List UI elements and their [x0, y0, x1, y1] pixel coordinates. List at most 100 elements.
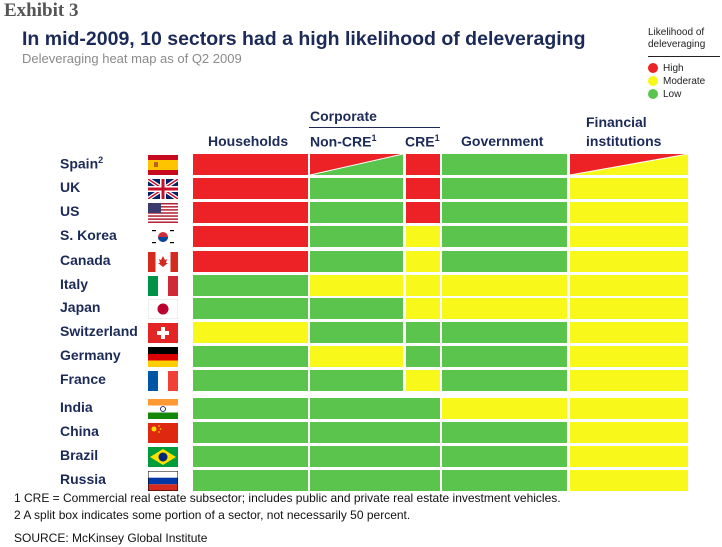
cell-france-cre: [406, 370, 440, 391]
column-header-government: Government: [461, 133, 544, 149]
cell-us-government: [442, 202, 567, 223]
cell-canada-households: [193, 251, 308, 272]
country-name: Switzerland: [60, 323, 138, 339]
cell-china-financial-institutions: [570, 422, 688, 443]
cell-switzerland-non-cre: [310, 322, 403, 343]
india-flag-icon: [148, 399, 178, 419]
cell-france-non-cre: [310, 370, 403, 391]
footnote-marker: 2: [98, 155, 104, 165]
country-name: China: [60, 423, 99, 439]
country-name: India: [60, 399, 93, 415]
cell-canada-non-cre: [310, 251, 403, 272]
column-header-financial-line1: Financial: [586, 114, 647, 130]
source-note: SOURCE: McKinsey Global Institute: [14, 531, 208, 545]
cell-russia-corporate: [310, 470, 440, 491]
cell-brazil-households: [193, 446, 308, 467]
cell-italy-financial-institutions: [570, 275, 688, 296]
non-cre-label: Non-CRE: [310, 133, 372, 150]
cell-switzerland-cre: [406, 322, 440, 343]
cell-spain-households: [193, 154, 308, 175]
cell-germany-non-cre: [310, 346, 403, 367]
country-name: Spain: [60, 155, 99, 172]
cell-india-households: [193, 398, 308, 419]
legend-item-low: Low: [648, 88, 720, 100]
cell-brazil-financial-institutions: [570, 446, 688, 467]
legend-dot-high: [648, 63, 658, 73]
row-label-spain: Spain2: [60, 155, 103, 172]
cell-italy-households: [193, 275, 308, 296]
country-name: Canada: [60, 252, 111, 268]
france-flag-icon: [148, 371, 178, 391]
cell-italy-non-cre: [310, 275, 403, 296]
cell-russia-government: [442, 470, 567, 491]
cell-japan-households: [193, 298, 308, 319]
cell-germany-financial-institutions: [570, 346, 688, 367]
cell-germany-cre: [406, 346, 440, 367]
cell-s-korea-non-cre: [310, 226, 403, 247]
legend-item-high: High: [648, 62, 720, 74]
cell-china-corporate: [310, 422, 440, 443]
cell-japan-cre: [406, 298, 440, 319]
cell-japan-government: [442, 298, 567, 319]
cell-s-korea-households: [193, 226, 308, 247]
cell-india-government: [442, 398, 567, 419]
row-label-italy: Italy: [60, 276, 88, 292]
cell-uk-financial-institutions: [570, 178, 688, 199]
cell-china-households: [193, 422, 308, 443]
row-label-germany: Germany: [60, 347, 121, 363]
row-label-switzerland: Switzerland: [60, 323, 138, 339]
legend-dot-low: [648, 89, 658, 99]
legend-item-moderate: Moderate: [648, 75, 720, 87]
cell-switzerland-households: [193, 322, 308, 343]
cell-germany-government: [442, 346, 567, 367]
corporate-divider: [309, 127, 440, 128]
row-label-china: China: [60, 423, 99, 439]
legend-label-high: High: [663, 62, 684, 74]
cell-france-financial-institutions: [570, 370, 688, 391]
germany-flag-icon: [148, 347, 178, 367]
row-label-japan: Japan: [60, 299, 100, 315]
footnote-1: 1 CRE = Commercial real estate subsector…: [14, 491, 561, 505]
cre-footnote-marker: 1: [434, 133, 440, 143]
china-flag-icon: [148, 423, 178, 443]
cell-italy-cre: [406, 275, 440, 296]
brazil-flag-icon: [148, 447, 178, 467]
cell-brazil-government: [442, 446, 567, 467]
cell-us-households: [193, 202, 308, 223]
column-header-households: Households: [208, 133, 289, 149]
japan-flag-icon: [148, 299, 178, 319]
cell-uk-government: [442, 178, 567, 199]
cell-canada-financial-institutions: [570, 251, 688, 272]
legend-title: Likelihood of deleveraging: [648, 27, 720, 57]
column-header-corporate: Corporate: [310, 108, 377, 124]
row-label-india: India: [60, 399, 93, 415]
canada-flag-icon: [148, 252, 178, 272]
cell-spain-non-cre: [310, 154, 403, 175]
legend-label-low: Low: [663, 88, 682, 100]
legend: Likelihood of deleveraging High Moderate…: [648, 27, 720, 100]
country-name: Brazil: [60, 447, 99, 463]
cell-germany-households: [193, 346, 308, 367]
legend-dot-moderate: [648, 76, 658, 86]
cell-japan-financial-institutions: [570, 298, 688, 319]
spain-flag-icon: [148, 155, 178, 175]
row-label-uk: UK: [60, 179, 80, 195]
footnote-2: 2 A split box indicates some portion of …: [14, 508, 411, 522]
country-name: France: [60, 371, 106, 387]
cell-russia-financial-institutions: [570, 470, 688, 491]
country-name: UK: [60, 179, 81, 195]
country-name: US: [60, 203, 80, 219]
non-cre-footnote-marker: 1: [371, 133, 377, 143]
row-label-canada: Canada: [60, 252, 111, 268]
legend-label-moderate: Moderate: [663, 75, 706, 87]
cell-s-korea-government: [442, 226, 567, 247]
cell-uk-non-cre: [310, 178, 403, 199]
cell-uk-households: [193, 178, 308, 199]
exhibit-label: Exhibit 3: [4, 0, 79, 21]
cell-spain-government: [442, 154, 567, 175]
country-name: Japan: [60, 299, 101, 315]
cell-india-corporate: [310, 398, 440, 419]
cell-france-households: [193, 370, 308, 391]
cell-china-government: [442, 422, 567, 443]
column-header-non-cre: Non-CRE1: [310, 133, 376, 150]
